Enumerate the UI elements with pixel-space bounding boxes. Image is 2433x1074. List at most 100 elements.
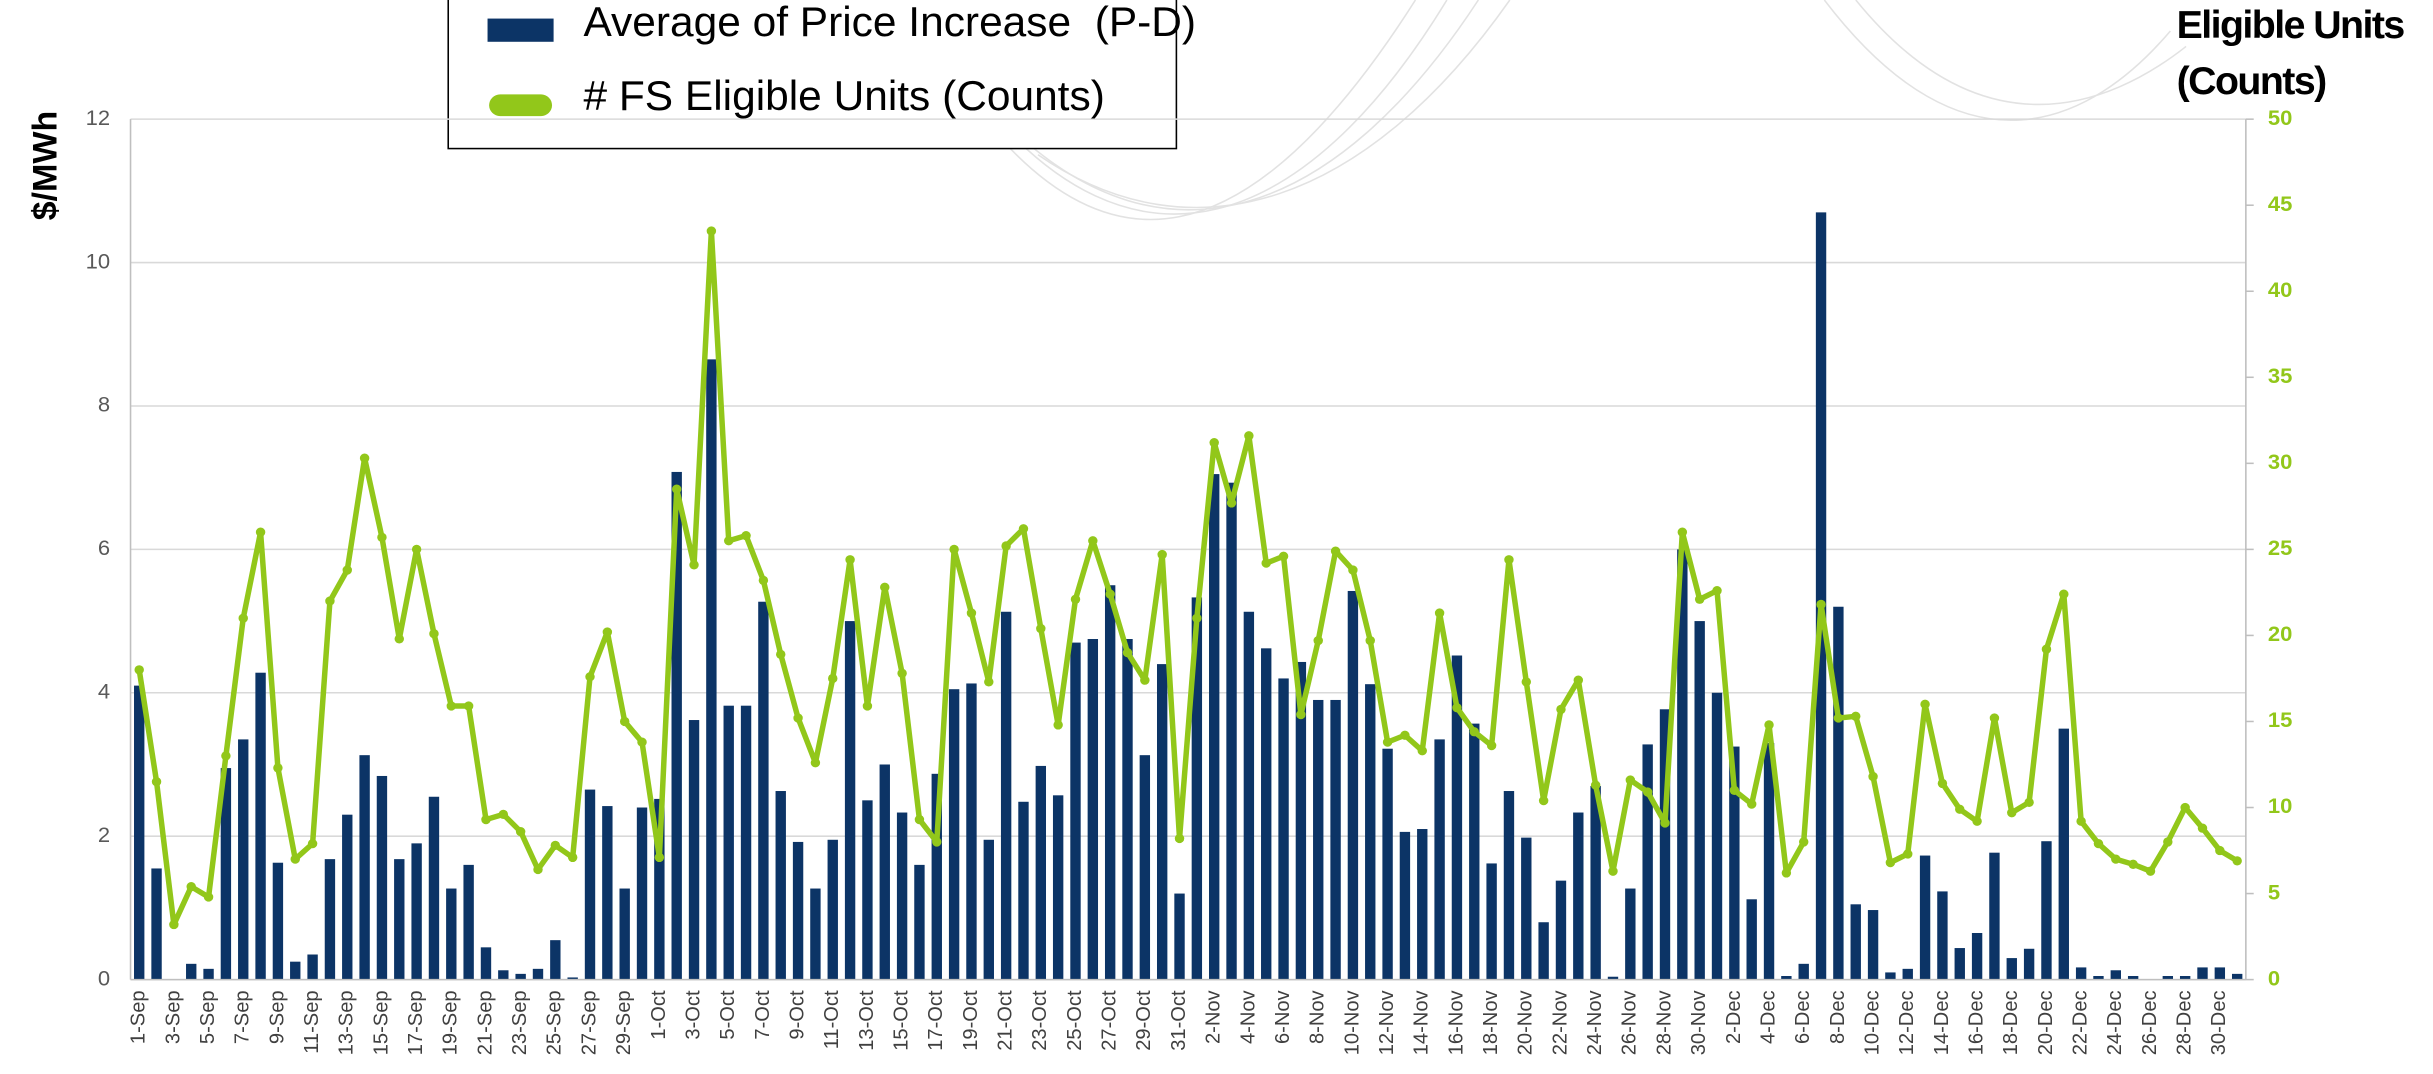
line-marker: [359, 453, 370, 463]
line-marker: [810, 758, 821, 768]
bar: [1035, 765, 1047, 980]
x-tick-label: 19-Oct: [960, 990, 982, 1051]
y2-axis-label: (Counts): [2177, 60, 2327, 103]
bar: [307, 954, 318, 980]
line-marker: [1226, 498, 1237, 508]
line-marker: [1746, 799, 1757, 809]
bar: [1347, 590, 1359, 980]
bar: [2041, 841, 2052, 980]
line-marker: [1590, 780, 1601, 790]
line-marker: [1140, 675, 1150, 685]
line-marker: [706, 226, 717, 236]
x-tick-label: 3-Oct: [682, 990, 704, 1040]
bar: [1209, 474, 1220, 980]
bar: [1833, 606, 1844, 980]
bar: [879, 764, 890, 980]
bar: [810, 888, 821, 980]
line-marker: [1070, 594, 1081, 604]
x-tick-label: 1-Oct: [648, 990, 670, 1040]
bar: [1642, 744, 1653, 980]
x-tick-label: 21-Sep: [474, 990, 496, 1055]
line-marker: [411, 544, 422, 555]
bar: [1937, 891, 1948, 980]
bar: [1486, 863, 1497, 980]
bar: [2023, 948, 2035, 980]
line-marker: [1521, 677, 1532, 687]
line-marker: [1642, 787, 1653, 797]
x-tick-label: 14-Dec: [1931, 990, 1953, 1055]
x-tick-label: 19-Sep: [440, 990, 462, 1055]
bar: [1156, 664, 1168, 980]
x-tick-label: 30-Dec: [2208, 990, 2230, 1055]
x-tick-label: 9-Oct: [786, 990, 808, 1040]
bar: [1625, 888, 1636, 980]
x-tick-label: 22-Dec: [2069, 990, 2091, 1055]
line-marker: [1313, 635, 1323, 646]
line-marker: [498, 809, 509, 820]
bar: [1434, 739, 1445, 980]
bar: [428, 796, 440, 980]
bar: [983, 839, 994, 980]
x-tick-label: 27-Sep: [578, 990, 600, 1055]
bar: [1278, 678, 1289, 980]
line-marker: [689, 560, 699, 570]
x-tick-label: 23-Oct: [1029, 990, 1051, 1051]
line-marker: [602, 627, 613, 637]
line-marker: [377, 532, 387, 542]
y2-tick-label: 35: [2268, 363, 2292, 388]
line-marker: [481, 814, 491, 825]
bar: [359, 755, 370, 980]
line-marker: [932, 837, 942, 847]
line-marker: [1955, 804, 1965, 814]
bar: [602, 806, 613, 980]
line-marker: [1677, 527, 1688, 537]
line-marker: [1417, 746, 1427, 756]
bar: [1070, 642, 1081, 980]
legend-label: # FS Eligible Units (Counts): [583, 72, 1104, 119]
legend-box: [447, 0, 1178, 150]
x-tick-label: 18-Dec: [2000, 990, 2022, 1055]
line-marker: [134, 665, 144, 675]
line-marker: [1573, 675, 1584, 685]
bar: [2179, 976, 2191, 980]
y-tick-label: 8: [98, 392, 110, 417]
x-tick-label: 2-Dec: [1723, 990, 1745, 1044]
line-marker: [1781, 868, 1792, 878]
line-marker: [2059, 589, 2069, 599]
line-marker: [1504, 555, 1514, 565]
bar: [654, 798, 665, 980]
x-tick-label: 20-Nov: [1515, 990, 1537, 1056]
line-marker: [394, 634, 405, 644]
x-tick-label: 1-Sep: [127, 990, 149, 1044]
line-marker: [169, 919, 179, 930]
bar: [1503, 791, 1515, 980]
bar: [324, 859, 336, 980]
bar: [1243, 611, 1255, 980]
y2-tick-label: 0: [2268, 965, 2280, 990]
bar: [792, 841, 804, 980]
line-marker: [2111, 854, 2121, 864]
x-tick-label: 26-Nov: [1619, 990, 1641, 1056]
x-tick-label: 10-Dec: [1861, 990, 1883, 1055]
bar: [1885, 972, 1896, 980]
line-marker: [1382, 737, 1393, 747]
bar: [1573, 812, 1584, 980]
x-tick-label: 22-Nov: [1549, 990, 1571, 1056]
line-marker: [2007, 808, 2017, 818]
bar: [203, 968, 214, 980]
bar: [619, 888, 630, 980]
line-marker: [1278, 551, 1289, 561]
line-marker: [1989, 713, 2000, 723]
x-tick-label: 5-Oct: [717, 990, 739, 1040]
line-marker: [2232, 856, 2242, 866]
line-marker: [1712, 586, 1722, 596]
line-marker: [585, 672, 595, 682]
line-marker: [1625, 775, 1636, 785]
line-marker: [2076, 816, 2086, 826]
bar: [2231, 973, 2243, 980]
line-marker: [2145, 866, 2156, 876]
x-tick-label: 20-Dec: [2035, 990, 2057, 1055]
bar: [931, 773, 942, 980]
bar: [1746, 899, 1757, 980]
bar: [2197, 967, 2208, 980]
